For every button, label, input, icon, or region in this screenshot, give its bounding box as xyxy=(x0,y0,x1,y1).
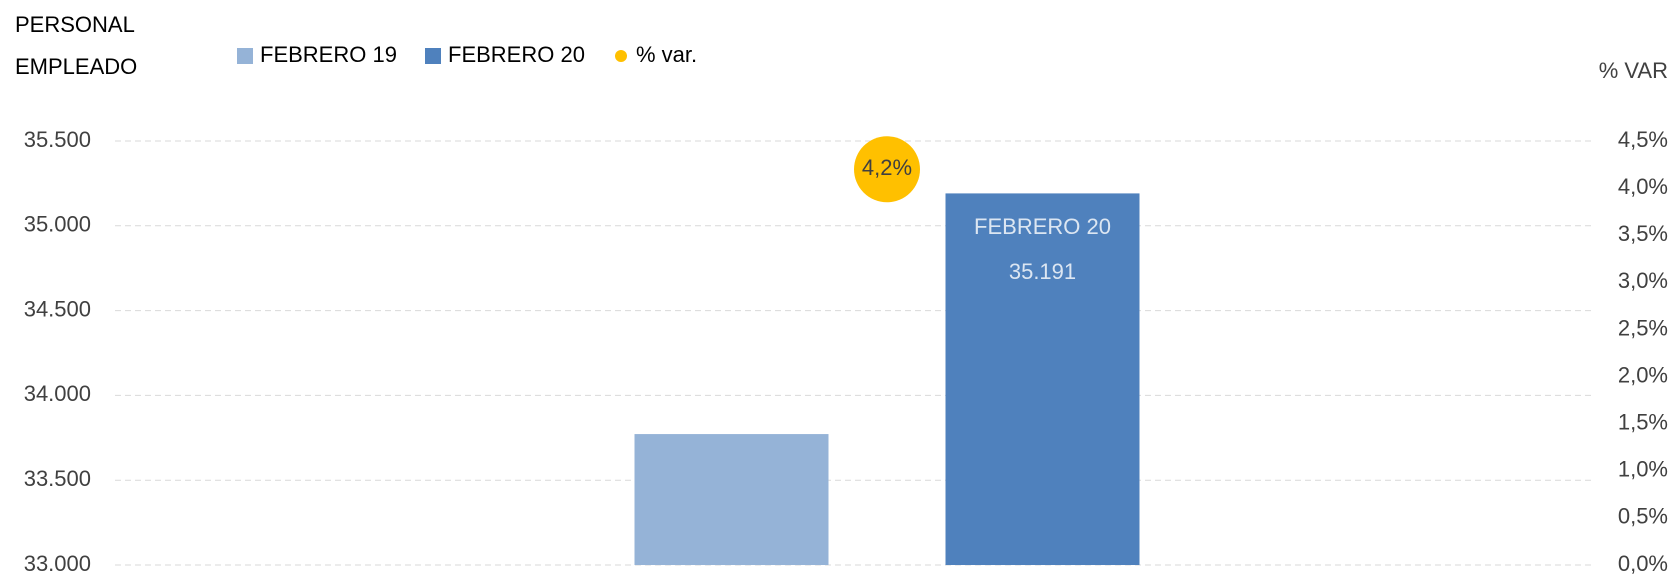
bar-value-label: 35.191 xyxy=(1009,259,1076,284)
bar xyxy=(634,434,829,565)
y-tick-label: 34.000 xyxy=(24,381,91,406)
bar xyxy=(945,193,1140,565)
y2-tick-label: 0,5% xyxy=(1618,504,1668,529)
bar-series-label: FEBRERO 20 xyxy=(974,214,1111,239)
y-tick-label: 34.500 xyxy=(24,296,91,321)
y2-tick-label: 1,5% xyxy=(1618,409,1668,434)
y2-tick-label: 2,5% xyxy=(1618,315,1668,340)
legend-swatch xyxy=(615,50,627,62)
y2-tick-label: 4,0% xyxy=(1618,174,1668,199)
y2-tick-label: 1,0% xyxy=(1618,457,1668,482)
y-tick-label: 35.000 xyxy=(24,212,91,237)
legend-label: FEBRERO 19 xyxy=(260,42,397,67)
y2-tick-label: 0,0% xyxy=(1618,551,1668,576)
y2-tick-label: 3,0% xyxy=(1618,268,1668,293)
y2-axis-label: % VAR xyxy=(1599,58,1668,83)
legend-swatch xyxy=(237,48,253,64)
y2-tick-label: 3,5% xyxy=(1618,221,1668,246)
chart-title: PERSONAL EMPLEADO xyxy=(15,12,138,79)
y2-tick-label: 2,0% xyxy=(1618,362,1668,387)
legend-label: FEBRERO 20 xyxy=(448,42,585,67)
legend-swatch xyxy=(425,48,441,64)
y-tick-label: 33.000 xyxy=(24,551,91,576)
y-tick-label: 33.500 xyxy=(24,466,91,491)
y-tick-label: 35.500 xyxy=(24,127,91,152)
point xyxy=(854,136,920,203)
y2-tick-label: 4,5% xyxy=(1618,127,1668,152)
point-label: 4,2% xyxy=(862,155,912,180)
legend-label: % var. xyxy=(636,42,697,67)
